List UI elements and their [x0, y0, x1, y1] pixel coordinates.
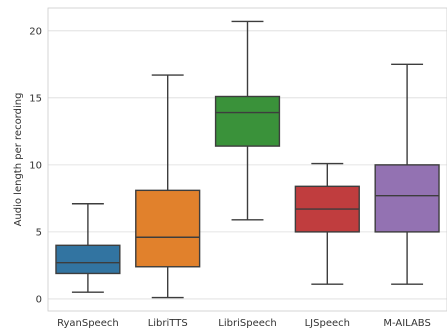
- x-tick-label-ryanspeech: RyanSpeech: [57, 318, 119, 329]
- y-tick-label-15: 15: [29, 93, 42, 104]
- y-axis-ticks: 0 5 10 15 20: [29, 26, 42, 305]
- iqr-box-librispeech: [214, 95, 281, 147]
- y-tick-label-20: 20: [29, 26, 42, 37]
- boxes: [55, 20, 440, 299]
- y-tick-label-5: 5: [36, 227, 42, 238]
- x-tick-label-ljspeech: LJSpeech: [305, 318, 350, 329]
- x-tick-label-m-ailabs: M-AILABS: [383, 318, 430, 329]
- iqr-box-ryanspeech: [55, 244, 121, 275]
- y-tick-label-10: 10: [29, 160, 42, 171]
- y-axis-title: Audio length per recording: [13, 93, 24, 227]
- x-tick-label-libritts: LibriTTS: [148, 318, 188, 329]
- iqr-box-m-ailabs: [374, 164, 440, 233]
- y-tick-label-0: 0: [36, 294, 42, 305]
- x-tick-label-librispeech: LibriSpeech: [218, 318, 276, 329]
- plot-area: [47, 7, 447, 312]
- box-librispeech: [214, 20, 281, 221]
- x-axis-ticks: RyanSpeech LibriTTS LibriSpeech LJSpeech M-A…: [57, 318, 431, 329]
- box-ljspeech: [294, 162, 360, 285]
- box-libritts: [135, 74, 201, 299]
- box-ryanspeech: [55, 203, 121, 293]
- iqr-box-libritts: [135, 189, 201, 268]
- box-m-ailabs: [374, 63, 440, 285]
